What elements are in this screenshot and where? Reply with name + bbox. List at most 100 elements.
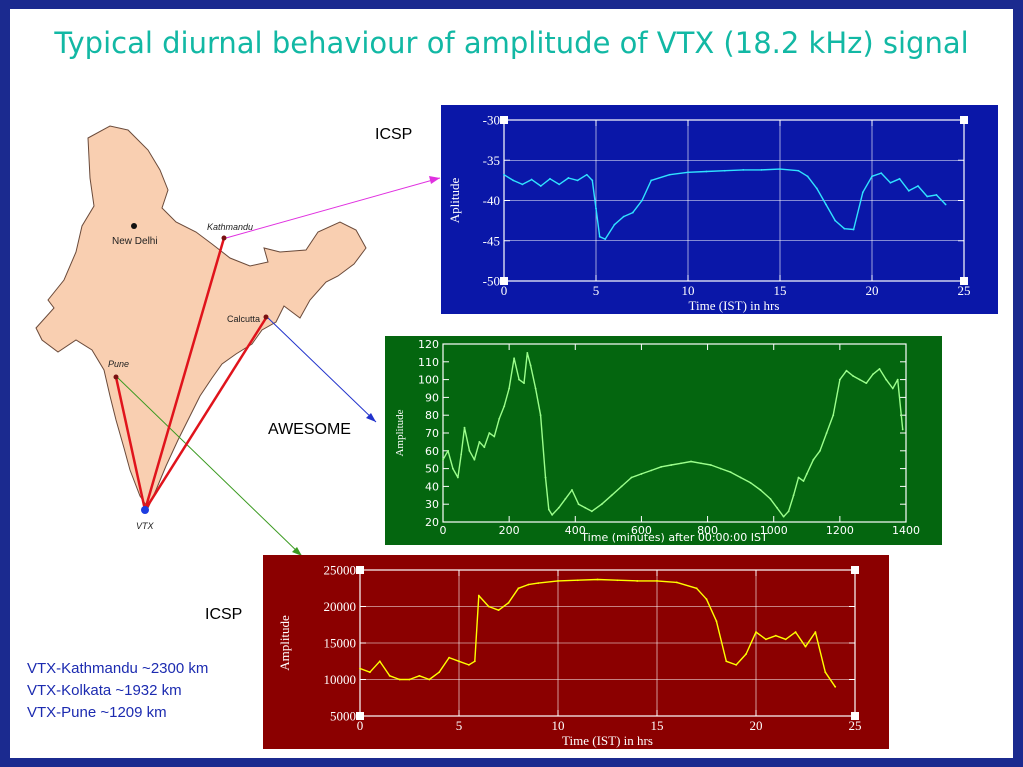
data-point xyxy=(794,631,797,633)
arrows xyxy=(117,176,441,557)
corner-marker xyxy=(851,566,859,574)
data-point xyxy=(447,449,449,452)
x-tick-label: 200 xyxy=(499,524,520,537)
data-point xyxy=(825,432,828,434)
data-point xyxy=(418,674,421,677)
data-point xyxy=(797,476,800,479)
x-tick-label: 20 xyxy=(750,718,763,733)
data-point xyxy=(503,405,506,408)
data-point xyxy=(518,378,520,381)
pune-marker xyxy=(113,374,119,380)
data-point xyxy=(776,506,778,509)
x-tick-label: 15 xyxy=(774,283,787,298)
data-point xyxy=(739,476,742,479)
data-point xyxy=(590,510,593,513)
data-point xyxy=(804,645,807,648)
data-point xyxy=(871,175,873,178)
data-point xyxy=(907,189,910,192)
data-point xyxy=(935,193,938,196)
data-point xyxy=(784,638,787,641)
data-point xyxy=(468,664,470,666)
data-point xyxy=(513,357,516,360)
data-point xyxy=(680,462,683,465)
data-point xyxy=(534,387,537,390)
data-point xyxy=(825,203,827,206)
data-point xyxy=(640,473,643,475)
data-point xyxy=(845,369,848,372)
chart-pune: 5000 10000 15000 20000 25000 0 5 10 15 20 25 Time (… xyxy=(263,555,889,749)
x-tick-label: 25 xyxy=(958,283,971,298)
data-point xyxy=(517,587,520,590)
data-point xyxy=(872,373,874,376)
new-delhi-marker xyxy=(131,223,137,229)
chart-background xyxy=(263,555,889,749)
data-point xyxy=(891,387,894,390)
y-tick-label: 25000 xyxy=(324,563,357,578)
data-point xyxy=(497,609,500,612)
data-point xyxy=(616,579,619,582)
chart-background xyxy=(385,336,942,545)
data-point xyxy=(878,368,881,370)
x-axis-label: Time (minutes) after 00:00:00 IST xyxy=(580,531,768,544)
y-tick-label: 20000 xyxy=(324,599,357,614)
path-vtx-calcutta xyxy=(143,317,268,511)
data-point xyxy=(537,582,540,585)
distance-kathmandu: VTX-Kathmandu ~2300 km xyxy=(27,660,209,677)
data-point xyxy=(852,228,855,231)
data-point xyxy=(359,667,361,670)
data-point xyxy=(551,513,554,516)
data-point xyxy=(523,382,525,385)
data-point xyxy=(656,580,658,582)
x-tick-label: 0 xyxy=(357,718,364,733)
arrow-kathmandu xyxy=(225,177,441,239)
x-tick-label: 1400 xyxy=(892,524,920,537)
y-tick-label: -30 xyxy=(483,113,500,128)
calcutta-label: Calcutta xyxy=(227,314,260,324)
data-point xyxy=(805,473,808,475)
data-point xyxy=(745,653,747,655)
x-tick-label: 400 xyxy=(565,524,586,537)
data-point xyxy=(398,678,401,681)
path-vtx-kathmandu xyxy=(143,237,226,511)
y-axis-label: Amplitude xyxy=(277,615,292,671)
x-tick-label: 25 xyxy=(849,718,862,733)
data-point xyxy=(527,583,530,586)
data-point xyxy=(369,671,371,674)
x-tick-label: 1000 xyxy=(760,524,788,537)
propagation-paths xyxy=(114,237,268,511)
x-tick-label: 10 xyxy=(682,283,695,298)
data-point xyxy=(458,660,460,663)
data-point xyxy=(695,587,698,590)
y-tick-label: -50 xyxy=(483,274,500,289)
y-tick-label: 100 xyxy=(418,374,439,387)
pune-label: Pune xyxy=(108,359,129,369)
distance-kolkata: VTX-Kolkata ~1932 km xyxy=(27,682,182,699)
data-point xyxy=(526,352,529,354)
data-point xyxy=(675,581,678,584)
data-point xyxy=(802,480,805,482)
vtx-marker xyxy=(141,506,149,514)
data-point xyxy=(834,219,837,222)
data-point xyxy=(488,432,491,434)
data-point xyxy=(620,485,623,488)
data-point xyxy=(787,510,790,513)
data-point xyxy=(549,177,551,180)
data-point xyxy=(880,172,883,175)
data-point xyxy=(596,578,599,581)
corner-marker xyxy=(356,566,364,574)
y-tick-label: 90 xyxy=(425,391,439,404)
arrow-calcutta xyxy=(265,315,377,423)
data-point xyxy=(715,620,718,622)
data-point xyxy=(473,660,476,663)
data-point xyxy=(723,169,726,172)
data-point xyxy=(604,238,607,241)
data-point xyxy=(926,195,929,198)
data-point xyxy=(797,169,800,172)
label-top-icsp: ICSP xyxy=(375,126,413,143)
y-tick-label: 120 xyxy=(418,338,439,351)
data-point xyxy=(378,660,381,663)
data-point xyxy=(650,179,653,182)
corner-marker xyxy=(500,277,508,285)
arrow-pune xyxy=(117,377,303,557)
data-point xyxy=(896,378,899,381)
